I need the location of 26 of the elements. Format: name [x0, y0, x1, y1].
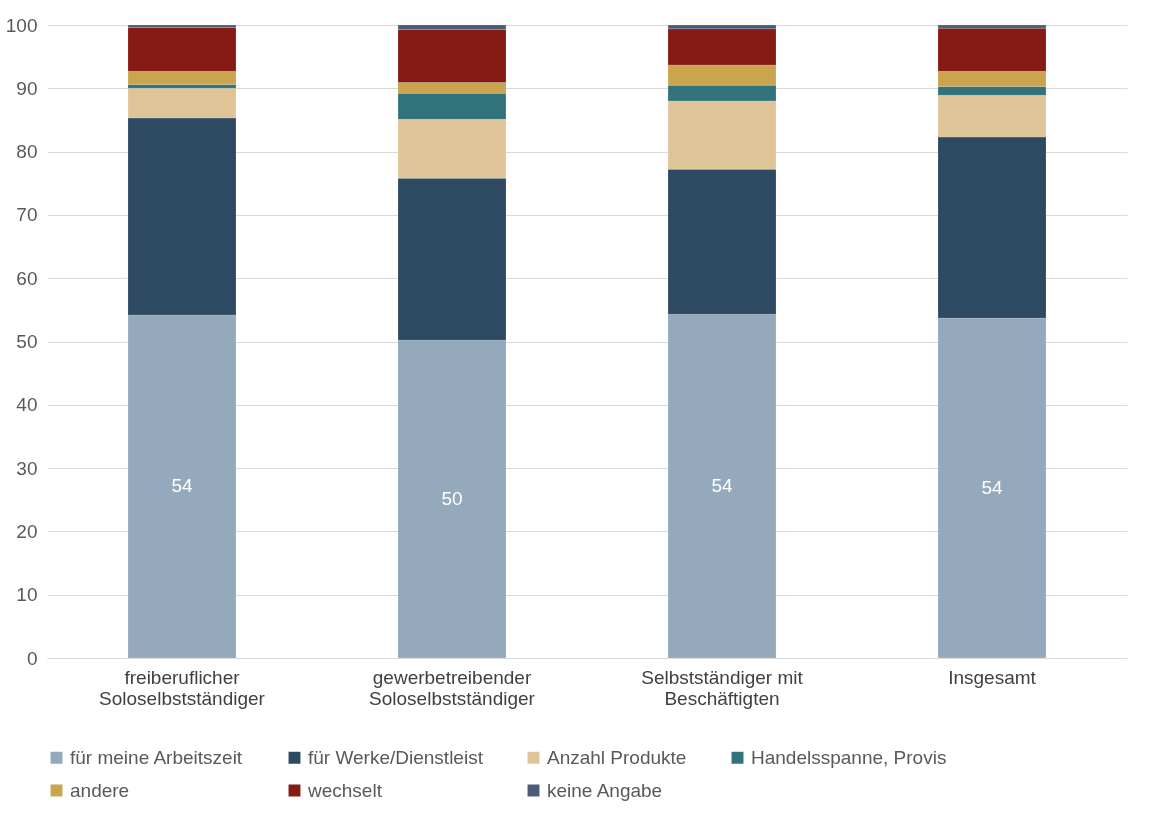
legend-label: Handelsspanne, Provis	[751, 746, 947, 768]
data-label: 54	[171, 475, 193, 497]
y-tick-label: 70	[16, 204, 38, 226]
legend-label: andere	[70, 779, 130, 801]
data-label: 54	[981, 477, 1003, 499]
x-tick-label: Insgesamt	[948, 666, 1037, 688]
y-tick-label: 100	[5, 14, 38, 36]
y-tick-label: 10	[16, 584, 38, 606]
data-label: 50	[441, 488, 463, 510]
x-tick-label: Selbstständiger mit Beschäftigten	[641, 666, 804, 709]
y-tick-label: 60	[16, 267, 38, 289]
legend-label: keine Angabe	[547, 779, 663, 801]
x-tick-label: gewerbetreibender Soloselbstständiger	[369, 666, 536, 709]
y-tick-label: 30	[16, 457, 38, 479]
data-label: 54	[711, 475, 733, 497]
x-tick-label: freiberuflicher Soloselbstständiger	[99, 666, 266, 709]
legend-label: für Werke/Dienstleist	[308, 746, 484, 768]
y-tick-label: 40	[16, 394, 38, 416]
y-tick-label: 0	[26, 647, 38, 669]
y-tick-label: 80	[16, 141, 38, 163]
y-tick-label: 50	[16, 331, 38, 352]
legend-label: wechselt	[307, 779, 383, 801]
y-tick-label: 20	[16, 520, 38, 542]
legend-label: für meine Arbeitszeit	[70, 746, 243, 768]
legend-label: Anzahl Produkte	[547, 746, 687, 768]
y-tick-label: 90	[16, 77, 38, 99]
